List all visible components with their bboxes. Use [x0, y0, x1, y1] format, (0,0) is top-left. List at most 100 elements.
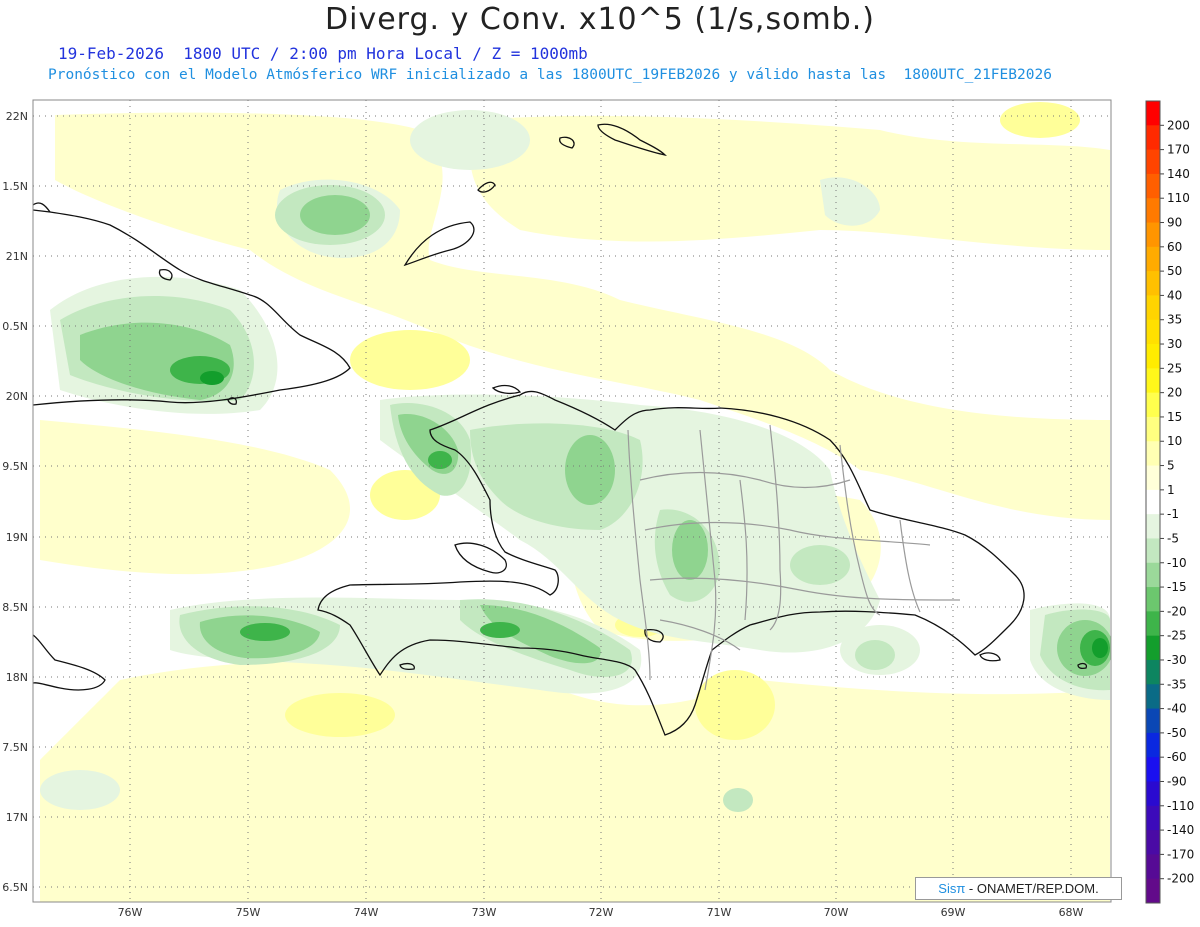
colorbar-swatch: [1146, 149, 1160, 175]
colorbar-swatch: [1146, 538, 1160, 564]
model-info-line: Pronóstico con el Modelo Atmósferico WRF…: [48, 67, 1052, 83]
colorbar-swatch: [1146, 635, 1160, 661]
colorbar-swatch: [1146, 562, 1160, 588]
cuba-coast: [33, 209, 351, 406]
convergence-core: [672, 520, 708, 580]
colorbar-label: -60: [1167, 750, 1187, 764]
colorbar-swatch: [1146, 659, 1160, 685]
lat-label: 21N: [6, 250, 28, 263]
colorbar-label: -50: [1167, 726, 1187, 740]
colorbar-label: -170: [1167, 847, 1194, 861]
colorbar-swatch: [1146, 295, 1160, 321]
colorbar-swatch: [1146, 489, 1160, 515]
lon-label: 72W: [589, 906, 614, 919]
colorbar-swatch: [1146, 198, 1160, 224]
colorbar-label: 50: [1167, 264, 1182, 278]
colorbar-swatch: [1146, 101, 1160, 126]
colorbar-label: 10: [1167, 434, 1182, 448]
tortuga-island: [491, 384, 522, 395]
colorbar-swatch: [1146, 805, 1160, 831]
lon-label: 71W: [707, 906, 732, 919]
islet: [227, 397, 238, 405]
convergence-band: [723, 788, 753, 812]
colorbar-swatch: [1146, 441, 1160, 467]
province-borders: [627, 424, 961, 691]
divergence-field: [33, 100, 1111, 902]
colorbar-swatch: [1146, 125, 1160, 151]
colorbar-label: -200: [1167, 872, 1194, 886]
colorbar-swatch: [1146, 611, 1160, 637]
convergence-max: [428, 451, 452, 469]
islet: [1077, 662, 1088, 670]
colorbar-swatch: [1146, 708, 1160, 734]
colorbar-label: -90: [1167, 774, 1187, 788]
colorbar-swatch: [1146, 319, 1160, 345]
latitude-labels: 22N 1.5N 21N 0.5N 20N 9.5N 19N 8.5N 18N …: [2, 110, 28, 894]
colorbar-label: -35: [1167, 677, 1187, 691]
map-title: Diverg. y Conv. x10^5 (1/s,somb.): [325, 2, 875, 37]
colorbar-swatch: [1146, 465, 1160, 491]
lat-label: 19N: [6, 531, 28, 544]
lat-label: 22N: [6, 110, 28, 123]
convergence-peak: [1092, 638, 1108, 658]
colorbar: 200 170 140 110 90 60 50 40 35 30 25 20 15 10 5 1 -1 -5 -1…: [1145, 100, 1194, 904]
colorbar-label: -10: [1167, 556, 1187, 570]
bahamas-islet: [477, 181, 496, 193]
divergence-area: [40, 661, 1110, 902]
colorbar-label: 40: [1167, 288, 1182, 302]
convergence-area: [40, 770, 120, 810]
saona-island: [979, 652, 1001, 662]
colorbar-swatch: [1146, 222, 1160, 248]
lat-label: 1.5N: [2, 180, 28, 193]
colorbar-swatch: [1146, 732, 1160, 758]
colorbar-label: -25: [1167, 629, 1187, 643]
colorbar-swatch: [1146, 514, 1160, 539]
colorbar-label: -30: [1167, 653, 1187, 667]
colorbar-swatch: [1146, 830, 1160, 855]
colorbar-label: -1: [1167, 507, 1179, 521]
colorbar-swatch: [1146, 392, 1160, 418]
colorbar-label: -110: [1167, 799, 1194, 813]
lat-label: 17N: [6, 811, 28, 824]
bahamas-inagua: [403, 221, 475, 267]
colorbar-swatch: [1146, 416, 1160, 442]
colorbar-swatch: [1146, 246, 1160, 272]
convergence-band: [790, 545, 850, 585]
lon-label: 69W: [941, 906, 966, 919]
lon-label: 68W: [1059, 906, 1084, 919]
haiti-dr-border: [627, 429, 651, 681]
colorbar-label: 60: [1167, 240, 1182, 254]
divergence-area: [40, 420, 351, 575]
hispaniola-coast: [317, 390, 1025, 736]
colorbar-swatch: [1146, 781, 1160, 807]
islet: [644, 629, 664, 643]
divergence-core: [1000, 102, 1080, 138]
convergence-band: [855, 640, 895, 670]
colorbar-swatch: [1146, 587, 1160, 612]
colorbar-swatch: [1146, 854, 1160, 880]
map-frame: [32, 99, 1112, 903]
colorbar-swatch: [1146, 684, 1160, 710]
colorbar-label: -40: [1167, 702, 1187, 716]
turks-caicos: [597, 123, 667, 157]
colorbar-label: -140: [1167, 823, 1194, 837]
lon-label: 75W: [236, 906, 261, 919]
colorbar-swatch: [1146, 173, 1160, 199]
islet: [399, 662, 415, 671]
islet: [558, 136, 575, 149]
convergence-peak: [200, 371, 224, 385]
colorbar-label: 35: [1167, 313, 1182, 327]
colorbar-swatch: [1146, 271, 1160, 296]
convergence-max: [480, 622, 520, 638]
colorbar-label: -20: [1167, 604, 1187, 618]
lon-label: 70W: [824, 906, 849, 919]
lon-label: 74W: [354, 906, 379, 919]
lat-label: 7.5N: [2, 741, 28, 754]
colorbar-label: 15: [1167, 410, 1182, 424]
credit-box: Sisπ - ONAMET/REP.DOM.: [915, 877, 1122, 900]
convergence-max: [240, 623, 290, 641]
colorbar-label: 5: [1167, 459, 1175, 473]
colorbar-label: 90: [1167, 216, 1182, 230]
colorbar-label: 170: [1167, 143, 1190, 157]
lat-label: 9.5N: [2, 460, 28, 473]
